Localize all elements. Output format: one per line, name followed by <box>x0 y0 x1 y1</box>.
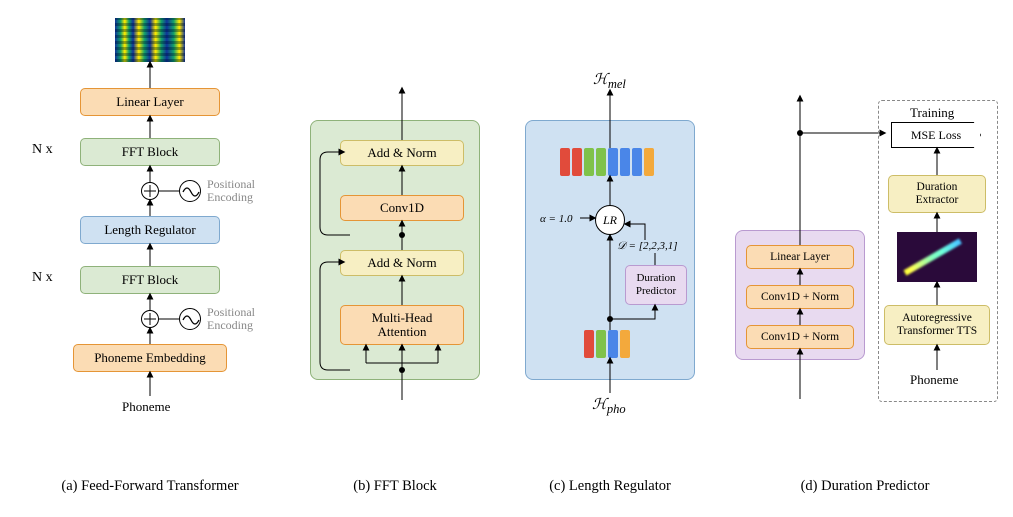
branch-dot-upper <box>399 232 405 238</box>
arrow-d-e1 <box>800 230 801 245</box>
arrow-c-1 <box>610 176 611 205</box>
add-circle-top <box>141 182 159 200</box>
arrow-a4 <box>150 244 151 266</box>
token-blue <box>632 148 642 176</box>
arrow-c-dup <box>655 253 656 265</box>
arrow-a2 <box>150 116 151 138</box>
label-nx-bottom: N x <box>32 270 53 286</box>
token-row-top <box>560 148 654 176</box>
arrow-a6 <box>150 372 151 396</box>
label-nx-top: N x <box>32 142 53 158</box>
token-blue <box>608 148 618 176</box>
arrow-d-in <box>625 220 655 240</box>
tag-mse-loss: MSE Loss <box>891 122 981 148</box>
branch-dot-lower <box>399 367 405 373</box>
arrow-d-right <box>800 133 885 134</box>
label-training: Training <box>910 105 954 121</box>
arrow-alpha <box>580 218 595 219</box>
arrow-b-out-in <box>402 120 403 140</box>
arrow-a5b <box>150 328 151 344</box>
arrow-c-3 <box>610 358 611 393</box>
add-circle-bottom <box>141 310 159 328</box>
arrow-d-e2 <box>800 269 801 285</box>
token-green <box>584 148 594 176</box>
block-ar-transformer-tts: Autoregressive Transformer TTS <box>884 305 990 345</box>
caption-c: (c) Length Regulator <box>515 478 705 495</box>
arrow-c-branch <box>610 305 660 325</box>
block-phoneme-embedding: Phoneme Embedding <box>73 344 227 372</box>
arrow-b-3 <box>402 276 403 305</box>
sine-circle-bottom <box>179 308 201 330</box>
token-row-bottom <box>584 330 630 358</box>
token-red <box>560 148 570 176</box>
block-fft-top: FFT Block <box>80 138 220 166</box>
arrow-d-top <box>800 96 801 230</box>
token-red <box>584 330 594 358</box>
arrow-c-out2 <box>610 120 611 148</box>
block-fft-bottom: FFT Block <box>80 266 220 294</box>
branch-dot-c <box>607 316 613 322</box>
block-addnorm-top: Add & Norm <box>340 140 464 166</box>
block-dp-conv1: Conv1D + Norm <box>746 285 854 309</box>
label-alpha: α = 1.0 <box>540 213 572 225</box>
block-addnorm-bottom: Add & Norm <box>340 250 464 276</box>
arrow-d-r3 <box>937 282 938 305</box>
token-blue <box>620 148 630 176</box>
arrow-c-out <box>610 90 611 120</box>
attention-alignment-image <box>897 232 977 282</box>
lr-circle: LR <box>595 205 625 235</box>
label-h-mel: ℋmel <box>593 70 626 92</box>
label-positional-encoding-top: Positional Encoding <box>207 178 255 204</box>
arrow-a3 <box>150 166 151 182</box>
spectrogram-image <box>115 18 185 62</box>
block-conv1d: Conv1D <box>340 195 464 221</box>
token-blue <box>608 330 618 358</box>
block-duration-predictor-c: Duration Predictor <box>625 265 687 305</box>
residual-lower <box>320 258 350 373</box>
arrow-d-e4 <box>800 349 801 399</box>
token-green <box>596 330 606 358</box>
arrow-b-out <box>402 88 403 120</box>
block-dp-conv2: Conv1D + Norm <box>746 325 854 349</box>
label-phoneme-a: Phoneme <box>122 399 170 415</box>
label-d-vec: 𝒟 = [2,2,3,1] <box>617 240 678 253</box>
arrow-a5 <box>150 294 151 310</box>
caption-b: (b) FFT Block <box>310 478 480 495</box>
token-orange <box>644 148 654 176</box>
residual-upper <box>320 148 350 238</box>
token-orange <box>620 330 630 358</box>
arrow-d-e3 <box>800 309 801 325</box>
arrow-d-r2 <box>937 213 938 232</box>
sine-circle-top <box>179 180 201 202</box>
token-green <box>596 148 606 176</box>
arrow-b-1 <box>402 166 403 195</box>
block-dp-linear: Linear Layer <box>746 245 854 269</box>
block-mha: Multi-Head Attention <box>340 305 464 345</box>
caption-a: (a) Feed-Forward Transformer <box>40 478 260 495</box>
arrow-a1 <box>150 62 151 88</box>
caption-d: (d) Duration Predictor <box>750 478 980 495</box>
block-linear-layer: Linear Layer <box>80 88 220 116</box>
figure-root: { "colors": { "orange_fill": "#fbdcb4", … <box>0 0 1013 517</box>
arrow-a3b <box>150 200 151 216</box>
arrow-d-r1 <box>937 148 938 175</box>
label-positional-encoding-bottom: Positional Encoding <box>207 306 255 332</box>
token-red <box>572 148 582 176</box>
arrow-d-r4 <box>937 345 938 370</box>
block-length-regulator: Length Regulator <box>80 216 220 244</box>
block-duration-extractor: Duration Extractor <box>888 175 986 213</box>
label-h-pho: ℋpho <box>592 395 626 417</box>
label-phoneme-d: Phoneme <box>910 372 958 388</box>
